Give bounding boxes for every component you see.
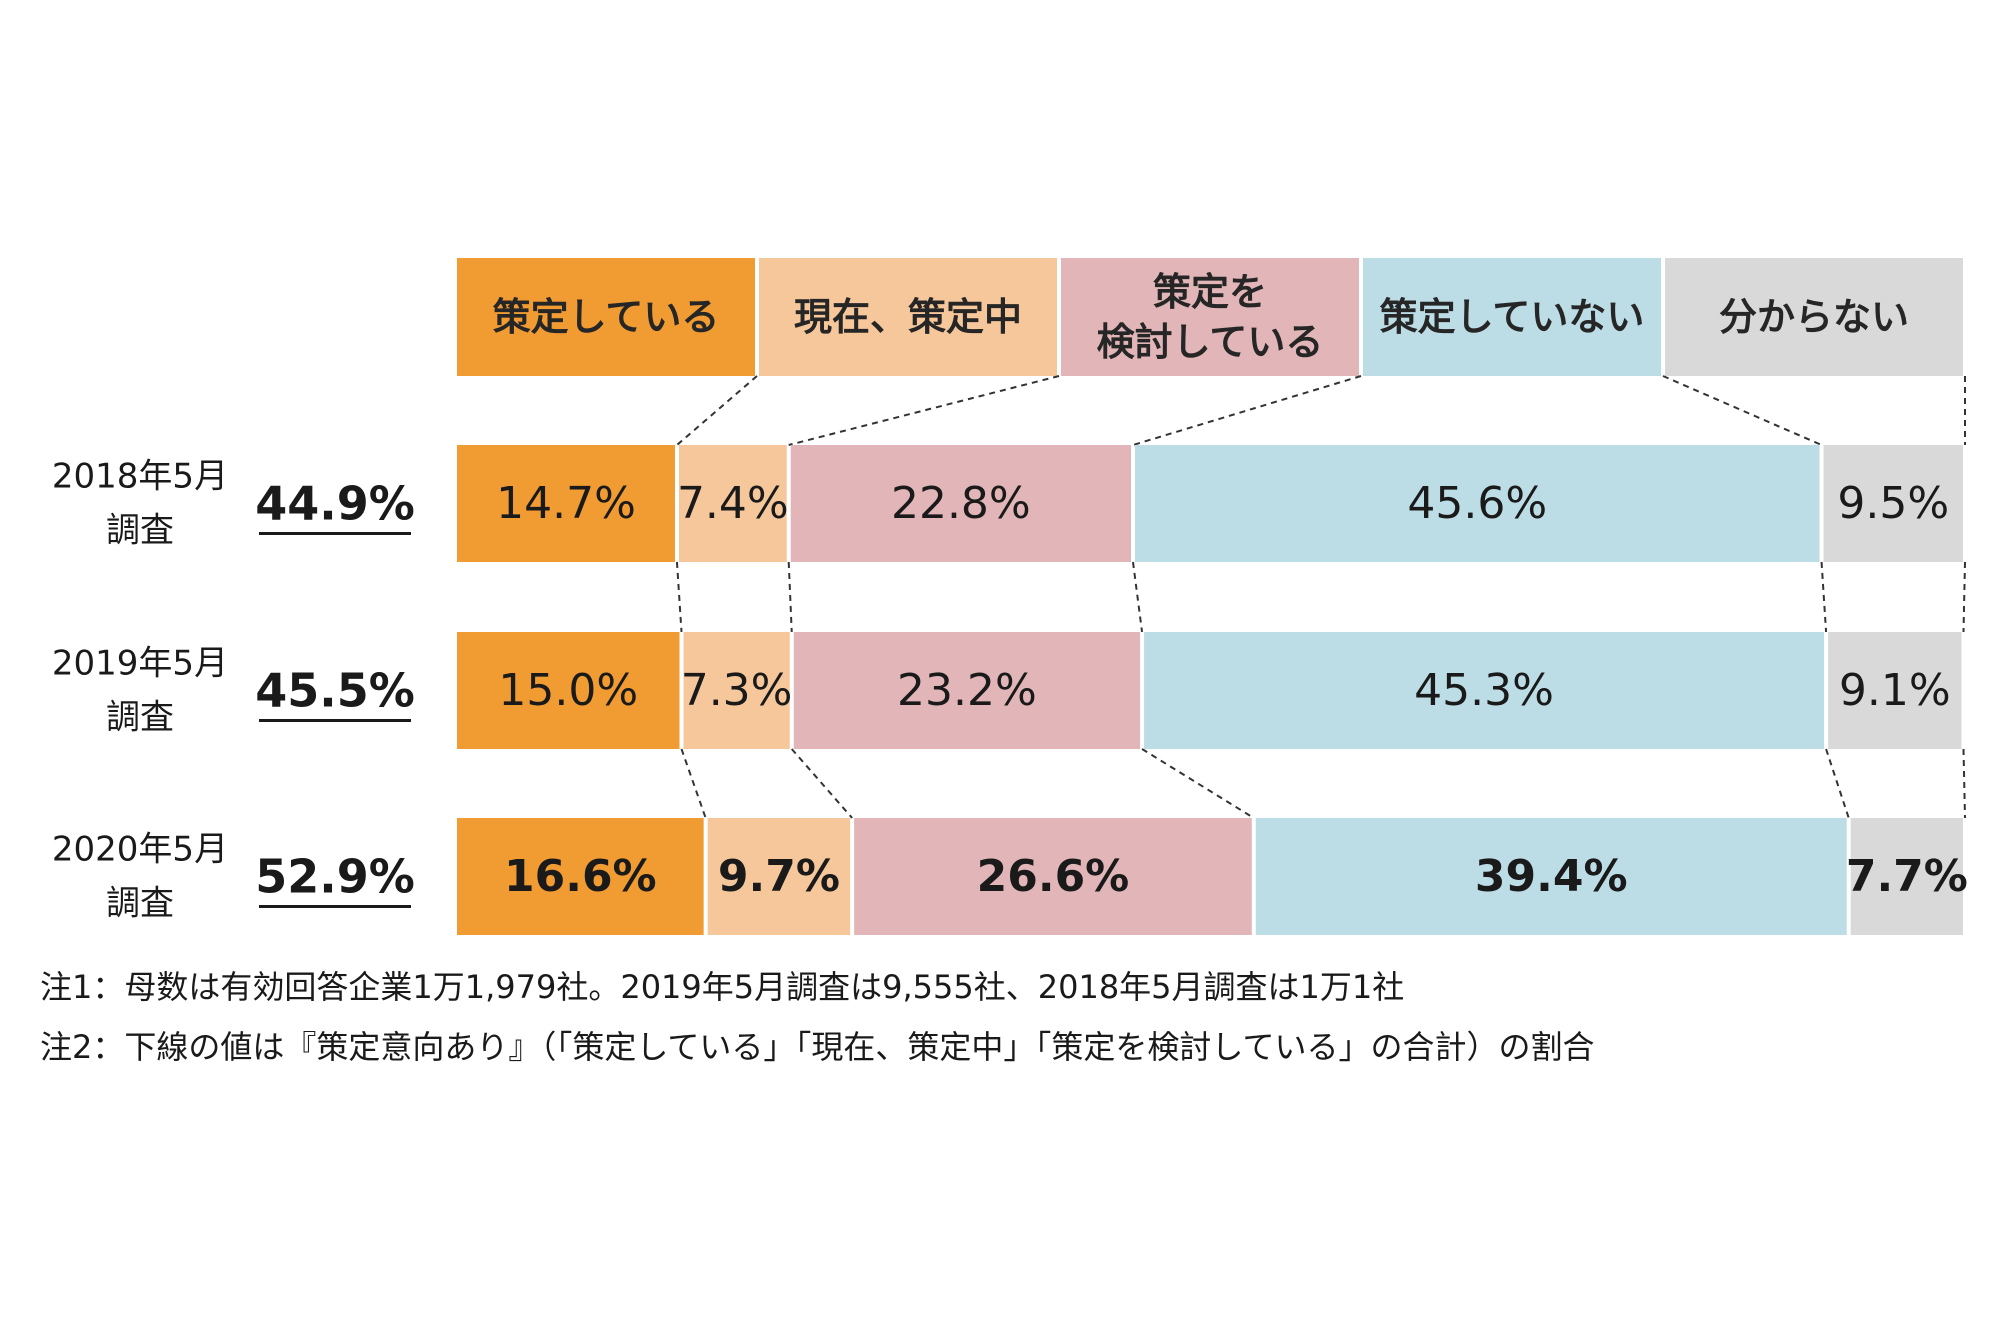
bar-segment [1850, 818, 1963, 935]
data-label: 16.6% [504, 851, 657, 902]
legend-swatch [759, 258, 1057, 376]
data-label: 26.6% [977, 851, 1130, 902]
connector-line [1820, 561, 1828, 633]
bar-segment [457, 632, 680, 749]
data-label: 9.1% [1839, 665, 1951, 716]
total-label: 45.5% [255, 664, 415, 718]
data-label: 7.7% [1846, 851, 1968, 902]
data-label: 7.4% [677, 478, 789, 529]
legend-label: 検討している [1097, 320, 1324, 364]
connector-line [1141, 748, 1255, 819]
connector-line [1962, 748, 1966, 819]
bar-segment [1134, 445, 1820, 562]
category-label: 2020年5月 [52, 830, 228, 870]
legend-label: 現在、策定中 [794, 295, 1022, 339]
data-label: 45.3% [1414, 665, 1554, 716]
connector-line [680, 748, 707, 819]
connector-line [1131, 561, 1144, 633]
data-label: 45.6% [1407, 478, 1547, 529]
data-label: 9.5% [1837, 478, 1949, 529]
data-label: 39.4% [1475, 851, 1628, 902]
connector-line [675, 561, 683, 633]
bar-segment [683, 632, 790, 749]
legend-swatch [1061, 258, 1359, 376]
connector-line [788, 375, 1060, 446]
note-1: 注1：母数は有効回答企業1万1,979社。2019年5月調査は9,555社、20… [40, 968, 1405, 1006]
bar-segment [790, 445, 1131, 562]
legend-swatch [1363, 258, 1661, 376]
category-label: 2019年5月 [52, 644, 228, 684]
connector-line [676, 375, 758, 446]
data-label: 7.3% [681, 665, 793, 716]
bar-segment [707, 818, 851, 935]
legend-label: 策定を [1153, 270, 1267, 314]
bar-segment [678, 445, 787, 562]
category-label: 調査 [106, 511, 174, 551]
note-2: 注2：下線の値は『策定意向あり』（「策定している」「現在、策定中」「策定を検討し… [40, 1028, 1595, 1066]
bar-segment [854, 818, 1252, 935]
data-label: 14.7% [496, 478, 636, 529]
bar-segment [1828, 632, 1962, 749]
category-label: 調査 [106, 884, 174, 924]
category-label: 調査 [106, 698, 174, 738]
connector-line [1662, 375, 1822, 446]
bar-segment [457, 445, 675, 562]
connector-line [790, 748, 853, 819]
legend-label: 策定していない [1380, 295, 1645, 339]
bars: 14.7% 7.4% 22.8% 45.6% 9.5% 15.0% 7.3% 23.2% 45.… [457, 445, 1968, 935]
connector-line [1962, 561, 1966, 633]
data-label: 23.2% [897, 665, 1037, 716]
connector-lines [675, 375, 1966, 819]
connector-line [1825, 748, 1850, 819]
legend: 策定している 現在、策定中 策定を検討している 策定していない 分からない [457, 258, 1963, 376]
legend-swatch [1665, 258, 1963, 376]
data-label: 15.0% [498, 665, 638, 716]
bar-segment [793, 632, 1141, 749]
bar-segment [457, 818, 704, 935]
total-label: 44.9% [255, 477, 415, 531]
legend-swatch [457, 258, 755, 376]
bar-segment [1144, 632, 1825, 749]
connector-line [1132, 375, 1362, 446]
total-label: 52.9% [255, 850, 415, 904]
data-label: 9.7% [718, 851, 840, 902]
data-label: 22.8% [891, 478, 1031, 529]
legend-label: 分からない [1719, 295, 1909, 339]
connector-line [787, 561, 793, 633]
bar-segment [1823, 445, 1963, 562]
category-label: 2018年5月 [52, 457, 228, 497]
bar-segment [1255, 818, 1847, 935]
legend-label: 策定している [493, 295, 720, 339]
